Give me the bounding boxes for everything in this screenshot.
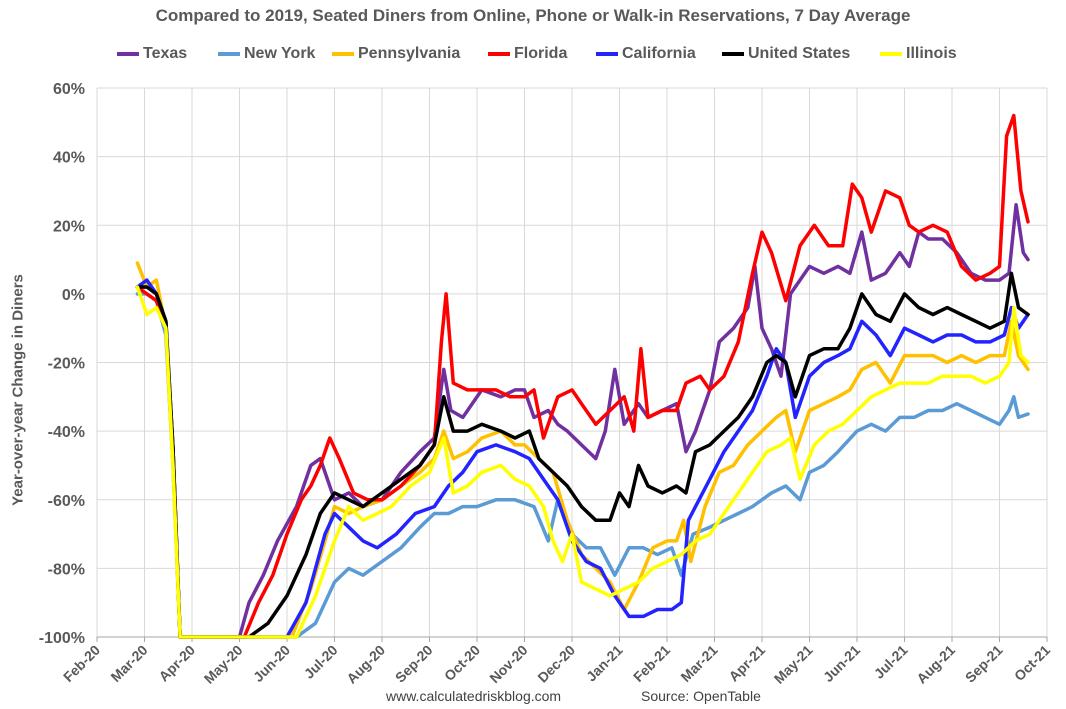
x-tick-label: Feb-20 xyxy=(60,642,103,685)
legend-item-texas: Texas xyxy=(117,44,187,64)
legend: Texas New York Pennsylvania Florida Californ… xyxy=(0,44,1066,64)
x-tick-label: Jun-20 xyxy=(250,642,293,685)
x-tick-label: Aug-21 xyxy=(913,642,958,687)
x-tick-label: May-20 xyxy=(201,642,246,687)
series-line-illinois xyxy=(135,285,1030,639)
footer-site: www.calculatedriskblog.com xyxy=(386,688,562,704)
legend-label: Illinois xyxy=(906,45,957,62)
legend-swatch xyxy=(488,52,510,56)
x-tick-label: Apr-20 xyxy=(155,642,198,685)
y-tick-label: -60% xyxy=(48,493,85,510)
legend-swatch xyxy=(722,52,744,56)
legend-swatch xyxy=(218,52,240,56)
y-tick-label: -20% xyxy=(48,356,85,373)
footer-source: Source: OpenTable xyxy=(641,688,761,704)
legend-item-new-york: New York xyxy=(218,44,315,64)
legend-label: United States xyxy=(748,45,851,62)
legend-label: Pennsylvania xyxy=(358,45,461,62)
series-line-new-york xyxy=(135,292,1030,639)
x-tick-label: Aug-20 xyxy=(343,642,388,687)
x-tick-label: Sep-21 xyxy=(962,642,1006,686)
y-tick-label: 60% xyxy=(53,81,85,98)
legend-item-united-states: United States xyxy=(722,44,850,64)
x-tick-label: Oct-21 xyxy=(1011,642,1053,684)
chart-title: Compared to 2019, Seated Diners from Onl… xyxy=(155,6,911,25)
x-tick-label: Sep-20 xyxy=(392,642,436,686)
x-tick-label: Oct-20 xyxy=(441,642,483,684)
legend-item-pennsylvania: Pennsylvania xyxy=(332,44,460,64)
legend-swatch xyxy=(117,52,139,56)
y-tick-label: 20% xyxy=(53,218,85,235)
legend-label: Texas xyxy=(143,45,188,62)
y-tick-label: -40% xyxy=(48,424,85,441)
series-line-texas xyxy=(135,202,1030,639)
x-tick-label: Jun-21 xyxy=(820,642,863,685)
x-tick-label: Jul-20 xyxy=(301,642,341,682)
legend-label: California xyxy=(622,45,696,62)
series-line-florida xyxy=(135,113,1030,639)
x-tick-label: Apr-21 xyxy=(725,642,768,685)
y-tick-label: -100% xyxy=(39,630,85,647)
legend-swatch xyxy=(596,52,618,56)
series-line-california xyxy=(135,278,1030,639)
y-tick-label: 0% xyxy=(62,287,85,304)
legend-swatch xyxy=(332,52,354,56)
x-tick-label: Mar-21 xyxy=(677,642,720,685)
x-tick-label: Dec-20 xyxy=(534,642,578,686)
legend-item-california: California xyxy=(596,44,696,64)
series-line-united-states xyxy=(135,271,1030,639)
x-tick-label: Nov-20 xyxy=(486,642,530,686)
x-tick-label: Feb-21 xyxy=(630,642,673,685)
x-tick-label: Jan-21 xyxy=(583,642,626,685)
legend-swatch xyxy=(880,52,902,56)
legend-label: Florida xyxy=(514,45,568,62)
y-tick-label: -80% xyxy=(48,561,85,578)
y-tick-label: 40% xyxy=(53,150,85,167)
legend-label: New York xyxy=(244,45,316,62)
x-tick-label: Mar-20 xyxy=(107,642,150,685)
x-tick-label: May-21 xyxy=(771,642,816,687)
x-tick-label: Jul-21 xyxy=(871,642,911,682)
legend-item-illinois: Illinois xyxy=(880,44,957,64)
legend-item-florida: Florida xyxy=(488,44,567,64)
